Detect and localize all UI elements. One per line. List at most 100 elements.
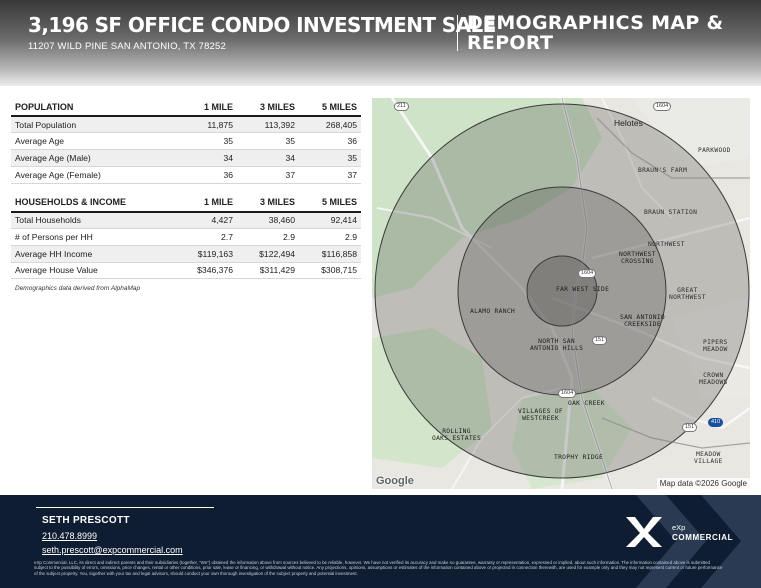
table-cell: 268,405	[299, 116, 361, 134]
table-cell: 37	[299, 166, 361, 184]
map-label-pipers-meadow: PIPERS MEADOW	[703, 339, 728, 353]
population-header-row: POPULATION 1 MILE 3 MILES 5 MILES	[11, 98, 361, 117]
map-label-north-san-antonio-hills: NORTH SAN ANTONIO HILLS	[530, 338, 584, 352]
table-row: Average House Value $346,376 $311,429 $3…	[11, 262, 361, 280]
section-title: DEMOGRAPHICS MAP & REPORT	[467, 12, 724, 54]
table-cell: 36	[299, 132, 361, 151]
demographics-map[interactable]: 211 1604 1604 151 1604 151 410 Helotes P…	[372, 98, 750, 489]
brand-exp: eXp	[672, 523, 686, 532]
map-label-oak-creek: OAK CREEK	[568, 400, 605, 407]
table-row: Total Households 4,427 38,460 92,414	[11, 211, 361, 229]
map-label-northwest-crossing: NORTHWEST CROSSING	[619, 251, 656, 265]
page-footer: SETH PRESCOTT 210.478.8999 seth.prescott…	[0, 495, 761, 588]
table-row: # of Persons per HH 2.7 2.9 2.9	[11, 228, 361, 246]
table-row: Total Population 11,875 113,392 268,405	[11, 116, 361, 134]
table-row: Average Age (Female) 36 37 37	[11, 166, 361, 184]
population-table: POPULATION 1 MILE 3 MILES 5 MILES Total …	[11, 98, 361, 184]
map-label-parkwood: PARKWOOD	[698, 147, 731, 154]
interstate-410-shield: 410	[708, 418, 724, 427]
column-header: 3 MILES	[237, 193, 299, 213]
table-row: Average Age (Male) 34 34 35	[11, 149, 361, 167]
agent-name: SETH PRESCOTT	[42, 515, 130, 526]
legal-disclaimer: eXp Commercial, LLC, its direct and indi…	[34, 560, 723, 576]
map-label-helotes: Helotes	[614, 118, 643, 128]
table-cell: 34	[171, 149, 237, 167]
map-label-braun-station: BRAUN STATION	[644, 209, 698, 216]
map-label-northwest: NORTHWEST	[648, 241, 685, 248]
table-cell: $308,715	[299, 262, 361, 280]
data-source-note: Demographics data derived from AlphaMap	[15, 285, 141, 293]
row-label: Average Age (Male)	[11, 149, 171, 167]
route-1604-shield: 1604	[653, 102, 672, 111]
table-cell: $311,429	[237, 262, 299, 280]
route-151-shield: 151	[682, 423, 698, 432]
households-income-table: HOUSEHOLDS & INCOME 1 MILE 3 MILES 5 MIL…	[11, 193, 361, 280]
map-canvas	[372, 98, 750, 489]
footer-divider	[36, 507, 214, 508]
table-cell: 34	[237, 149, 299, 167]
table-cell: 35	[237, 132, 299, 151]
column-header: 5 MILES	[299, 98, 361, 117]
route-1604-shield: 1604	[558, 389, 577, 398]
column-header: 1 MILE	[171, 98, 237, 117]
table-cell: 92,414	[299, 211, 361, 229]
households-header-row: HOUSEHOLDS & INCOME 1 MILE 3 MILES 5 MIL…	[11, 193, 361, 213]
page-header: 3,196 SF OFFICE CONDO INVESTMENT SALE 11…	[0, 0, 761, 86]
row-label: Total Population	[11, 116, 171, 134]
row-label: Average House Value	[11, 262, 171, 280]
map-label-rolling-oaks-estates: ROLLING OAKS ESTATES	[432, 428, 482, 442]
map-attribution[interactable]: Map data ©2026 Google	[656, 478, 750, 489]
table-cell: 11,875	[171, 116, 237, 134]
table-cell: $119,163	[171, 245, 237, 263]
agent-phone-link[interactable]: 210.478.8999	[42, 531, 98, 541]
google-logo: Google	[376, 475, 414, 487]
background-x-graphic	[636, 495, 761, 588]
map-label-meadow-village: MEADOW VILLAGE	[694, 451, 723, 465]
map-label-trophy-ridge: TROPHY RIDGE	[554, 454, 604, 461]
row-label: Average HH Income	[11, 245, 171, 263]
table-gap	[11, 184, 361, 194]
table-cell: 2.9	[299, 228, 361, 246]
table-cell: 38,460	[237, 211, 299, 229]
table-cell: 37	[237, 166, 299, 184]
route-211-shield: 211	[394, 102, 409, 111]
map-label-crown-meadows: CROWN MEADOWS	[699, 372, 728, 386]
table-row: Average HH Income $119,163 $122,494 $116…	[11, 245, 361, 263]
column-header: 5 MILES	[299, 193, 361, 213]
demographics-tables: POPULATION 1 MILE 3 MILES 5 MILES Total …	[11, 98, 361, 292]
column-header: HOUSEHOLDS & INCOME	[11, 193, 171, 213]
row-label: # of Persons per HH	[11, 228, 171, 246]
property-title: 3,196 SF OFFICE CONDO INVESTMENT SALE	[28, 13, 496, 37]
column-header: POPULATION	[11, 98, 171, 117]
header-divider	[457, 15, 458, 51]
agent-email-link[interactable]: seth.prescott@expcommercial.com	[42, 545, 183, 555]
exp-logo-icon	[626, 517, 662, 547]
column-header: 3 MILES	[237, 98, 299, 117]
table-cell: 2.7	[171, 228, 237, 246]
route-1604-shield: 1604	[578, 269, 597, 278]
map-label-far-west-side: FAR WEST SIDE	[556, 286, 610, 293]
table-cell: 35	[299, 149, 361, 167]
map-label-san-antonio-creekside: SAN ANTONIO CREEKSIDE	[620, 314, 666, 328]
map-label-alamo-ranch: ALAMO RANCH	[470, 308, 516, 315]
row-label: Average Age (Female)	[11, 166, 171, 184]
table-cell: 35	[171, 132, 237, 151]
column-header: 1 MILE	[171, 193, 237, 213]
table-cell: $346,376	[171, 262, 237, 280]
route-151-shield: 151	[592, 336, 608, 345]
row-label: Total Households	[11, 211, 171, 229]
map-label-brauns-farm: BRAUN'S FARM	[638, 167, 688, 174]
table-cell: $122,494	[237, 245, 299, 263]
table-cell: 113,392	[237, 116, 299, 134]
map-label-villages-of-westcreek: VILLAGES OF WESTCREEK	[518, 408, 564, 422]
row-label: Average Age	[11, 132, 171, 151]
property-address: 11207 WILD PINE SAN ANTONIO, TX 78252	[28, 41, 227, 52]
table-cell: $116,858	[299, 245, 361, 263]
map-label-great-northwest: GREAT NORTHWEST	[669, 287, 706, 301]
table-cell: 4,427	[171, 211, 237, 229]
table-cell: 2.9	[237, 228, 299, 246]
brand-commercial: COMMERCIAL	[672, 533, 734, 542]
radius-5-mile-ring	[374, 103, 750, 479]
table-row: Average Age 35 35 36	[11, 132, 361, 151]
table-cell: 36	[171, 166, 237, 184]
